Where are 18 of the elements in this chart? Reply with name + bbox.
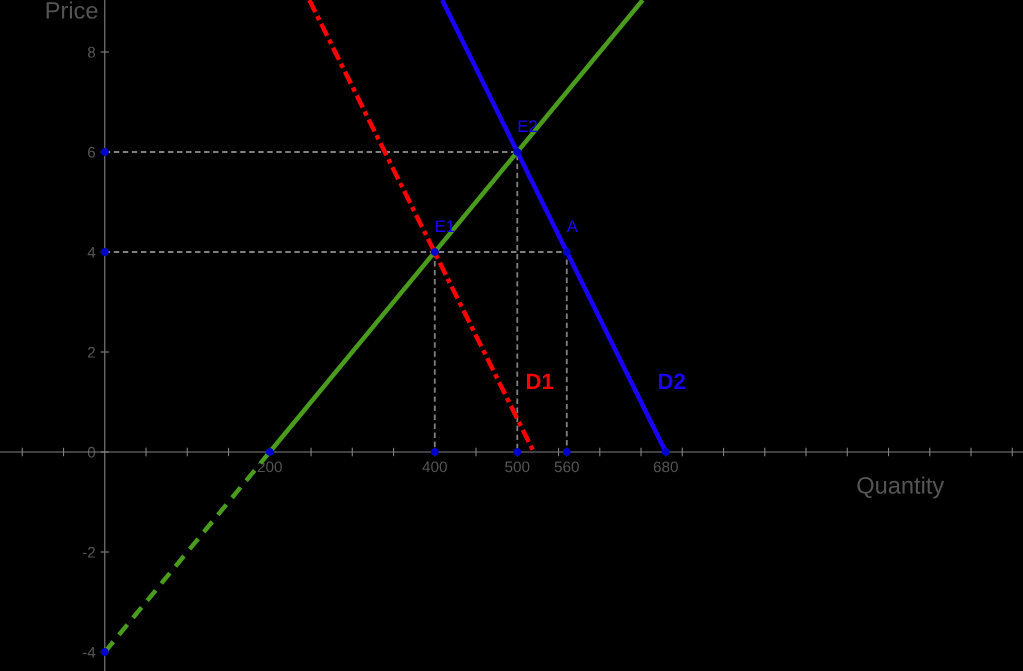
y-tick-label: 8 xyxy=(87,46,96,58)
x-tick-label: 500 xyxy=(505,461,530,473)
y-tick-label: 2 xyxy=(88,346,95,358)
y-tick-label: 4 xyxy=(87,247,96,258)
x-tick-label: 560 xyxy=(554,461,579,473)
annotation: E1 xyxy=(436,220,455,232)
x-tick-label: 680 xyxy=(653,461,678,473)
x-tick-label: 400 xyxy=(422,461,447,473)
series-label: D2 xyxy=(658,373,685,390)
series-label: D1 xyxy=(526,373,554,390)
y-tick-label: -2 xyxy=(82,546,95,558)
y-axis-title: Price xyxy=(46,1,98,19)
y-tick-label: -4 xyxy=(82,647,96,658)
x-tick-label: 200 xyxy=(257,461,282,473)
y-tick-label: 6 xyxy=(88,146,96,158)
x-axis-title: Quantity xyxy=(857,476,945,499)
annotation: E2 xyxy=(518,120,537,132)
annotation: A xyxy=(566,220,578,232)
